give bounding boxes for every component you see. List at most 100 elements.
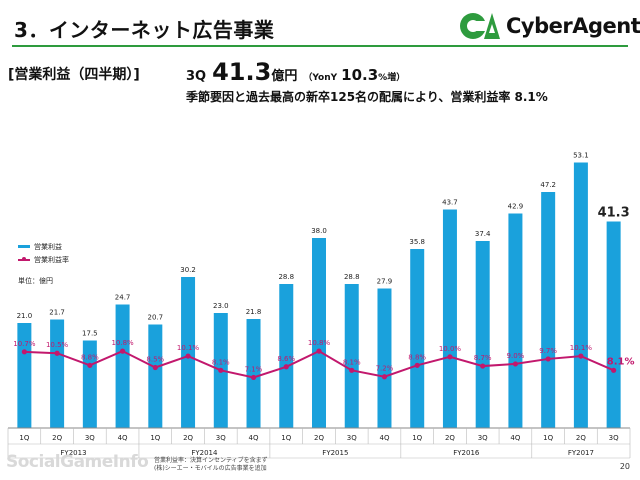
legend-item-bar: 営業利益	[18, 240, 69, 253]
margin-point-17	[545, 356, 551, 362]
slide-title: 3．インターネット広告事業	[14, 18, 275, 42]
bar-19	[606, 221, 621, 428]
margin-point-3	[87, 362, 93, 368]
margin-label-11: 8.1%	[343, 358, 361, 366]
x-tick-label-7: 3Q	[216, 434, 226, 442]
bar-value-label-2: 21.7	[49, 309, 65, 317]
margin-point-9	[283, 364, 289, 370]
headline-unit: 億円	[271, 69, 298, 84]
margin-label-8: 7.1%	[245, 365, 263, 373]
page-number: 20	[619, 462, 630, 471]
bar-13	[410, 249, 425, 428]
bar-value-label-1: 21.0	[17, 312, 33, 320]
x-tick-label-13: 1Q	[412, 434, 422, 442]
margin-label-18: 10.1%	[570, 344, 593, 352]
logo-mark-icon	[460, 11, 502, 41]
x-tick-label-19: 3Q	[609, 434, 619, 442]
legend-bar-swatch	[18, 245, 30, 248]
x-tick-label-14: 2Q	[445, 434, 455, 442]
margin-label-7: 8.1%	[212, 358, 230, 366]
margin-point-18	[578, 353, 584, 359]
x-tick-label-1: 1Q	[19, 434, 29, 442]
section-label: [営業利益（四半期）]	[8, 67, 140, 83]
x-tick-label-4: 4Q	[118, 434, 128, 442]
bar-2	[50, 319, 65, 428]
bar-value-label-14: 43.7	[442, 199, 458, 207]
bar-value-label-9: 28.8	[278, 273, 294, 281]
x-tick-label-11: 3Q	[347, 434, 357, 442]
x-tick-label-5: 1Q	[150, 434, 160, 442]
fiscal-year-label-1: FY2013	[60, 449, 86, 457]
title-divider	[12, 45, 628, 47]
fiscal-year-label-3: FY2015	[322, 449, 348, 457]
margin-point-4	[119, 348, 126, 354]
margin-point-5	[152, 364, 158, 371]
fiscal-year-label-2: FY2014	[191, 449, 218, 457]
margin-point-14	[447, 354, 453, 360]
bar-value-label-6: 30.2	[180, 266, 196, 274]
footnote-line-1: 営業利益率：決算インセンティブを含まず	[154, 457, 268, 464]
watermark: SocialGameInfo	[6, 452, 149, 472]
margin-label-6: 10.1%	[177, 344, 200, 352]
legend-line-label: 営業利益率	[34, 255, 69, 264]
margin-point-15	[480, 363, 486, 369]
headline-yoy-label: （YonY	[303, 73, 338, 83]
bar-value-label-11: 28.8	[344, 273, 360, 281]
margin-label-1: 10.7%	[13, 340, 36, 348]
margin-point-7	[218, 367, 224, 373]
bar-value-label-12: 27.9	[377, 278, 393, 286]
bar-5	[148, 324, 163, 428]
x-tick-label-17: 1Q	[543, 434, 553, 442]
margin-label-3: 8.8%	[81, 353, 99, 361]
legend-item-line: 営業利益率	[18, 253, 69, 266]
bar-value-label-10: 38.0	[311, 227, 327, 235]
margin-point-12	[381, 374, 388, 380]
x-tick-label-15: 3Q	[478, 434, 488, 442]
margin-label-12: 7.2%	[376, 365, 394, 373]
margin-point-19	[611, 367, 617, 373]
bar-value-label-3: 17.5	[82, 330, 98, 338]
margin-label-14: 10.0%	[439, 345, 462, 353]
x-tick-label-12: 4Q	[379, 434, 389, 442]
x-tick-label-8: 4Q	[249, 434, 259, 442]
bar-14	[442, 209, 457, 428]
margin-label-4: 10.8%	[111, 339, 134, 347]
x-tick-label-3: 3Q	[85, 434, 95, 442]
headline-quarter: 3Q	[186, 69, 207, 84]
bar-4	[115, 304, 130, 428]
fiscal-year-label-5: FY2017	[568, 449, 594, 457]
chart-legend: 営業利益 営業利益率 単位：億円	[18, 240, 69, 287]
bar-value-label-5: 20.7	[148, 314, 164, 322]
margin-point-16	[512, 361, 519, 367]
bar-value-label-15: 37.4	[475, 230, 491, 238]
bar-value-label-18: 53.1	[573, 152, 589, 160]
legend-line-swatch	[18, 256, 30, 261]
cyberagent-logo: CyberAgent	[460, 10, 640, 42]
subheadline: 季節要因と過去最高の新卒125名の配属により、営業利益率 8.1%	[186, 90, 548, 104]
bar-12	[377, 288, 392, 428]
margin-point-6	[185, 353, 191, 359]
footnote-line-2: (株)シーエー・モバイルの広告事業を追加	[154, 465, 267, 472]
headline-yoy-value: 10.3	[341, 66, 379, 84]
bar-10	[312, 238, 326, 428]
headline-yoy-unit: %増）	[378, 73, 406, 83]
bar-16	[508, 213, 523, 428]
bar-value-label-17: 47.2	[540, 181, 556, 189]
margin-label-19: 8.1%	[607, 356, 635, 367]
bar-value-label-7: 23.0	[213, 302, 229, 310]
footnote: 営業利益率：決算インセンティブを含まず (株)シーエー・モバイルの広告事業を追加	[8, 457, 268, 473]
margin-point-10	[316, 348, 322, 354]
margin-label-16: 9.0%	[507, 352, 525, 360]
margin-label-9: 8.6%	[277, 355, 295, 363]
bar-6	[181, 277, 196, 428]
margin-label-2: 10.5%	[46, 341, 69, 349]
bar-value-label-4: 24.7	[115, 294, 131, 302]
bar-8	[246, 319, 261, 428]
bar-value-label-16: 42.9	[508, 203, 524, 211]
logo-text: CyberAgent	[506, 14, 640, 38]
bar-18	[573, 162, 588, 428]
headline-value: 41.3	[212, 58, 272, 86]
x-tick-label-18: 2Q	[576, 434, 586, 442]
margin-point-8	[250, 374, 257, 381]
